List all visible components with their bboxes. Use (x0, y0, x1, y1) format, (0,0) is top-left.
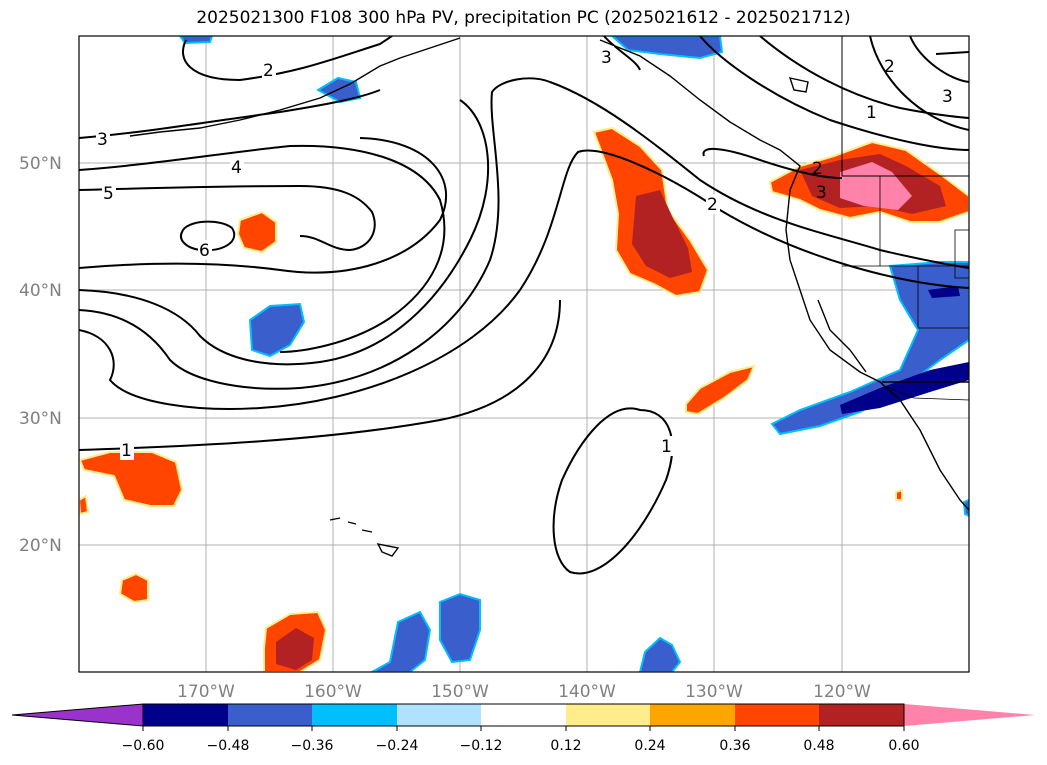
colorbar-tick: −0.48 (207, 738, 250, 754)
colorbar-segment (650, 704, 735, 726)
colorbar-tick: 0.12 (550, 738, 581, 754)
colorbar-segment (397, 704, 481, 726)
lon-label-130w: 130°W (685, 682, 743, 702)
colorbar-tick: −0.24 (376, 738, 419, 754)
contour-label-3-west: 3 (97, 130, 108, 150)
lon-label-160w: 160°W (304, 682, 362, 702)
colorbar-segment (481, 704, 566, 726)
lon-label-170w: 170°W (177, 682, 235, 702)
contour-label-1-east: 1 (661, 437, 672, 457)
coastlines (129, 36, 969, 557)
colorbar-extend-high (904, 704, 1035, 726)
contour-label-4: 4 (231, 158, 242, 178)
colorbar-segment (566, 704, 650, 726)
colorbar-tick: 0.48 (803, 738, 834, 754)
contour-label-3-ne: 3 (942, 87, 953, 107)
lon-label-150w: 150°W (431, 682, 489, 702)
colorbar-segment (312, 704, 397, 726)
contour-label-2-west: 2 (263, 61, 274, 81)
colorbar-extend-low (11, 703, 144, 727)
contour-label-2-east: 2 (707, 195, 718, 215)
lat-label-30n: 30°N (19, 409, 62, 429)
contour-labels: 2 3 4 5 6 1 3 2 1 2 3 1 2 3 (96, 46, 953, 461)
colorbar-tick: −0.60 (122, 738, 165, 754)
positive-precip-areas (79, 126, 969, 672)
map-frame (78, 35, 970, 673)
lat-label-50n: 50°N (19, 154, 62, 174)
colorbar-tick: 0.60 (888, 738, 919, 754)
lat-label-20n: 20°N (19, 536, 62, 556)
contour-label-1-west: 1 (121, 441, 132, 461)
longitude-labels: 170°W 160°W 150°W 140°W 130°W 120°W (177, 682, 871, 702)
contour-label-2-coast: 2 (812, 159, 823, 179)
contour-label-3-north: 3 (601, 48, 612, 68)
colorbar-tick: 0.24 (634, 738, 665, 754)
lat-label-40n: 40°N (19, 281, 62, 301)
colorbar-segment (228, 704, 312, 726)
contour-label-5: 5 (103, 184, 114, 204)
colorbar: −0.60 −0.48 −0.36 −0.24 −0.12 0.12 0.24 … (11, 703, 1035, 754)
colorbar-segment (143, 704, 228, 726)
map-title: 2025021300 F108 300 hPa PV, precipitatio… (196, 8, 851, 28)
lon-label-140w: 140°W (558, 682, 616, 702)
colorbar-tick: −0.12 (460, 738, 503, 754)
colorbar-segment (735, 704, 819, 726)
negative-precip-areas (178, 36, 969, 672)
pv-contours (79, 36, 969, 575)
contour-label-3-coast: 3 (816, 183, 827, 203)
contour-label-1-ne: 1 (866, 103, 877, 123)
latitude-labels: 50°N 40°N 30°N 20°N (19, 154, 62, 556)
colorbar-segment (819, 704, 904, 726)
contour-label-6: 6 (199, 241, 210, 261)
lon-label-120w: 120°W (813, 682, 871, 702)
colorbar-tick: −0.36 (291, 738, 334, 754)
contour-label-2-ne: 2 (884, 57, 895, 77)
colorbar-tick: 0.36 (719, 738, 750, 754)
